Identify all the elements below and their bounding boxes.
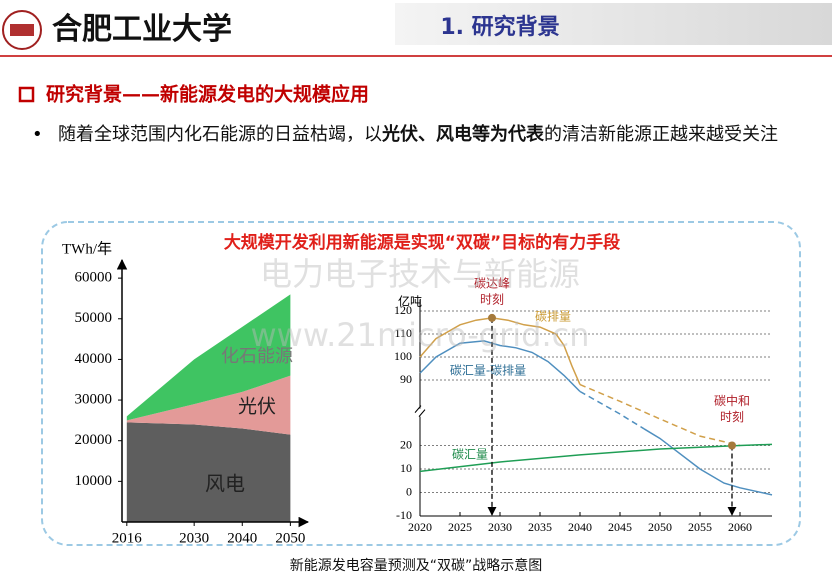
area	[126, 375, 291, 435]
x-tick-label: 2055	[688, 520, 712, 534]
x-tick-label: 2030	[179, 530, 209, 546]
y-tick-label: 20	[400, 437, 412, 451]
y-tick-label: 0	[406, 484, 412, 498]
x-tick-label: 2050	[648, 520, 672, 534]
section-marker	[18, 86, 35, 103]
y-tick-label: 20000	[75, 432, 113, 448]
bullet-dot: •	[32, 124, 43, 145]
line	[419, 340, 581, 393]
area	[126, 294, 291, 421]
line	[579, 390, 645, 430]
line	[579, 383, 741, 447]
series-label: 碳汇量	[452, 448, 488, 462]
header-bar	[395, 3, 832, 45]
annotation-label: 时刻	[720, 410, 744, 424]
y-tick-label: 30000	[75, 392, 113, 408]
x-tick-label: 2020	[408, 520, 432, 534]
annotation-label: 碳达峰	[474, 276, 510, 290]
y-tick-label: 10000	[75, 473, 113, 489]
x-tick-label: 2045	[608, 520, 632, 534]
figure-title: 大规模开发利用新能源是实现“双碳”目标的有力手段	[224, 232, 620, 253]
area-label: 风电	[205, 473, 245, 496]
x-tick-label: 2040	[227, 530, 257, 546]
x-tick-label: 2025	[448, 520, 472, 534]
y-tick-label: 10	[400, 461, 412, 475]
y-tick-label: 90	[400, 372, 412, 386]
y-axis-label: 亿吨	[398, 293, 422, 308]
axis-break	[414, 405, 426, 417]
annotation-point	[488, 313, 496, 322]
logo-building	[10, 24, 34, 36]
x-tick-label: 2040	[568, 520, 592, 534]
y-tick-label: 40000	[75, 351, 113, 367]
carbon-chart: -10 0 10 20 90 100 110 120 2020 2025 2030 2035 2040 2…	[394, 276, 773, 534]
watermark: 电力电子技术与新能源	[260, 255, 580, 293]
bullet-run: 随着全球范围内化石能源的日益枯竭，以	[58, 124, 382, 145]
series-label: 碳汇量-碳排量	[450, 364, 526, 378]
figure-frame	[41, 221, 801, 546]
section-title: 研究背景——新能源发电的大规模应用	[46, 83, 369, 106]
line	[419, 317, 581, 385]
line	[419, 443, 773, 473]
y-tick-label: 60000	[75, 270, 113, 286]
header-title: 1. 研究背景	[440, 14, 559, 40]
axis-break-gap	[416, 408, 424, 417]
y-axis-label: TWh/年	[62, 240, 112, 257]
y-tick-label: 110	[394, 326, 412, 340]
x-tick-label: 2035	[528, 520, 552, 534]
area-label: 光伏	[238, 395, 276, 417]
bullet-run: 光伏、风电等为代表	[382, 124, 544, 145]
x-tick-label: 2030	[488, 520, 512, 534]
x-tick-label: 2016	[112, 530, 143, 546]
bullet-run: 的清洁新能源正越来越受关注	[544, 124, 778, 145]
annotation-point	[728, 441, 736, 450]
series-label: 碳排量	[535, 310, 571, 324]
figure-caption: 新能源发电容量预测及“双碳”战略示意图	[290, 557, 543, 574]
y-tick-label: 100	[394, 349, 412, 363]
y-tick-label: -10	[396, 508, 412, 522]
y-tick-label: 50000	[75, 310, 113, 326]
area	[126, 422, 291, 522]
line	[643, 428, 773, 496]
y-tick-label: 120	[394, 303, 412, 317]
logo-text: 合肥工业大学	[52, 12, 232, 46]
area-label: 化石能源	[221, 346, 293, 366]
bullet-text: 随着全球范围内化石能源的日益枯竭，以光伏、风电等为代表的清洁新能源正越来越受关注	[58, 120, 828, 150]
x-tick-label: 2060	[728, 520, 752, 534]
annotation-label: 时刻	[480, 292, 504, 306]
annotation-label: 碳中和	[714, 393, 750, 408]
watermark: www.21micro-grid.cn	[250, 316, 589, 354]
x-tick-label: 2050	[275, 530, 305, 546]
